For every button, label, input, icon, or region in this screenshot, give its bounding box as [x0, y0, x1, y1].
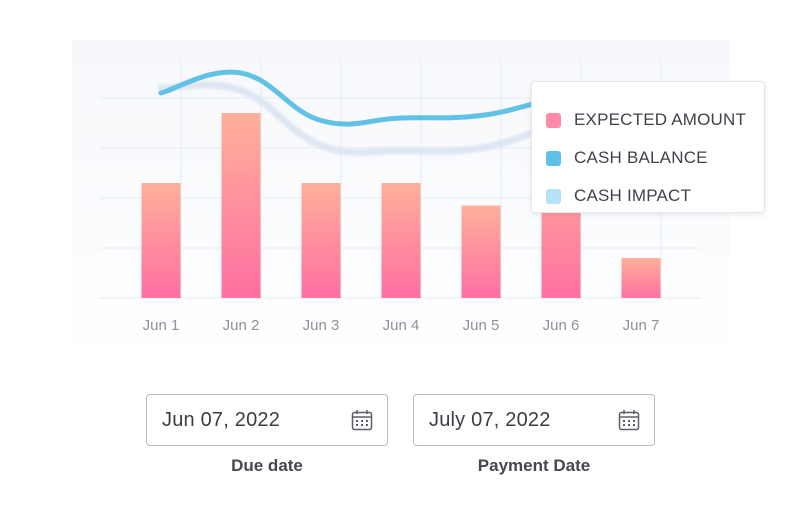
- bar-expected-amount: [141, 183, 181, 298]
- legend-swatch-cash-balance: [546, 150, 561, 166]
- x-axis-tick-labels: Jun 1 Jun 2 Jun 3 Jun 4 Jun 5 Jun 6 Jun 7: [143, 317, 660, 334]
- chart-legend: EXPECTED AMOUNT CASH BALANCE CASH IMPACT: [531, 81, 765, 213]
- legend-label-cash-balance: CASH BALANCE: [574, 148, 708, 167]
- x-tick-label: Jun 7: [623, 317, 660, 334]
- x-tick-label: Jun 1: [143, 317, 180, 334]
- payment-date-label: Payment Date: [477, 456, 591, 475]
- x-tick-label: Jun 3: [303, 317, 340, 334]
- legend-item-cash-balance: CASH BALANCE: [532, 139, 764, 177]
- legend-item-expected-amount: EXPECTED AMOUNT: [532, 101, 764, 139]
- x-tick-label: Jun 4: [383, 317, 420, 334]
- bar-expected-amount: [221, 113, 261, 298]
- calendar-icon[interactable]: [351, 409, 373, 431]
- payment-date-value[interactable]: July 07, 2022: [429, 408, 551, 431]
- legend-swatch-cash-impact: [546, 188, 561, 204]
- due-date-field[interactable]: Jun 07, 2022: [146, 394, 388, 446]
- due-date-label: Due date: [231, 456, 303, 475]
- bar-expected-amount: [621, 258, 661, 298]
- legend-item-cash-impact: CASH IMPACT: [532, 177, 764, 215]
- calendar-icon[interactable]: [618, 409, 640, 431]
- x-tick-label: Jun 6: [543, 317, 580, 334]
- bar-expected-amount: [381, 183, 421, 298]
- bar-expected-amount: [301, 183, 341, 298]
- due-date-value[interactable]: Jun 07, 2022: [162, 408, 281, 431]
- bar-expected-amount: [461, 205, 501, 298]
- x-tick-label: Jun 5: [463, 317, 500, 334]
- x-tick-label: Jun 2: [223, 317, 260, 334]
- legend-swatch-expected-amount: [546, 112, 561, 128]
- legend-label-expected-amount: EXPECTED AMOUNT: [574, 110, 747, 129]
- legend-label-cash-impact: CASH IMPACT: [574, 186, 692, 205]
- payment-date-field[interactable]: July 07, 2022: [413, 394, 655, 446]
